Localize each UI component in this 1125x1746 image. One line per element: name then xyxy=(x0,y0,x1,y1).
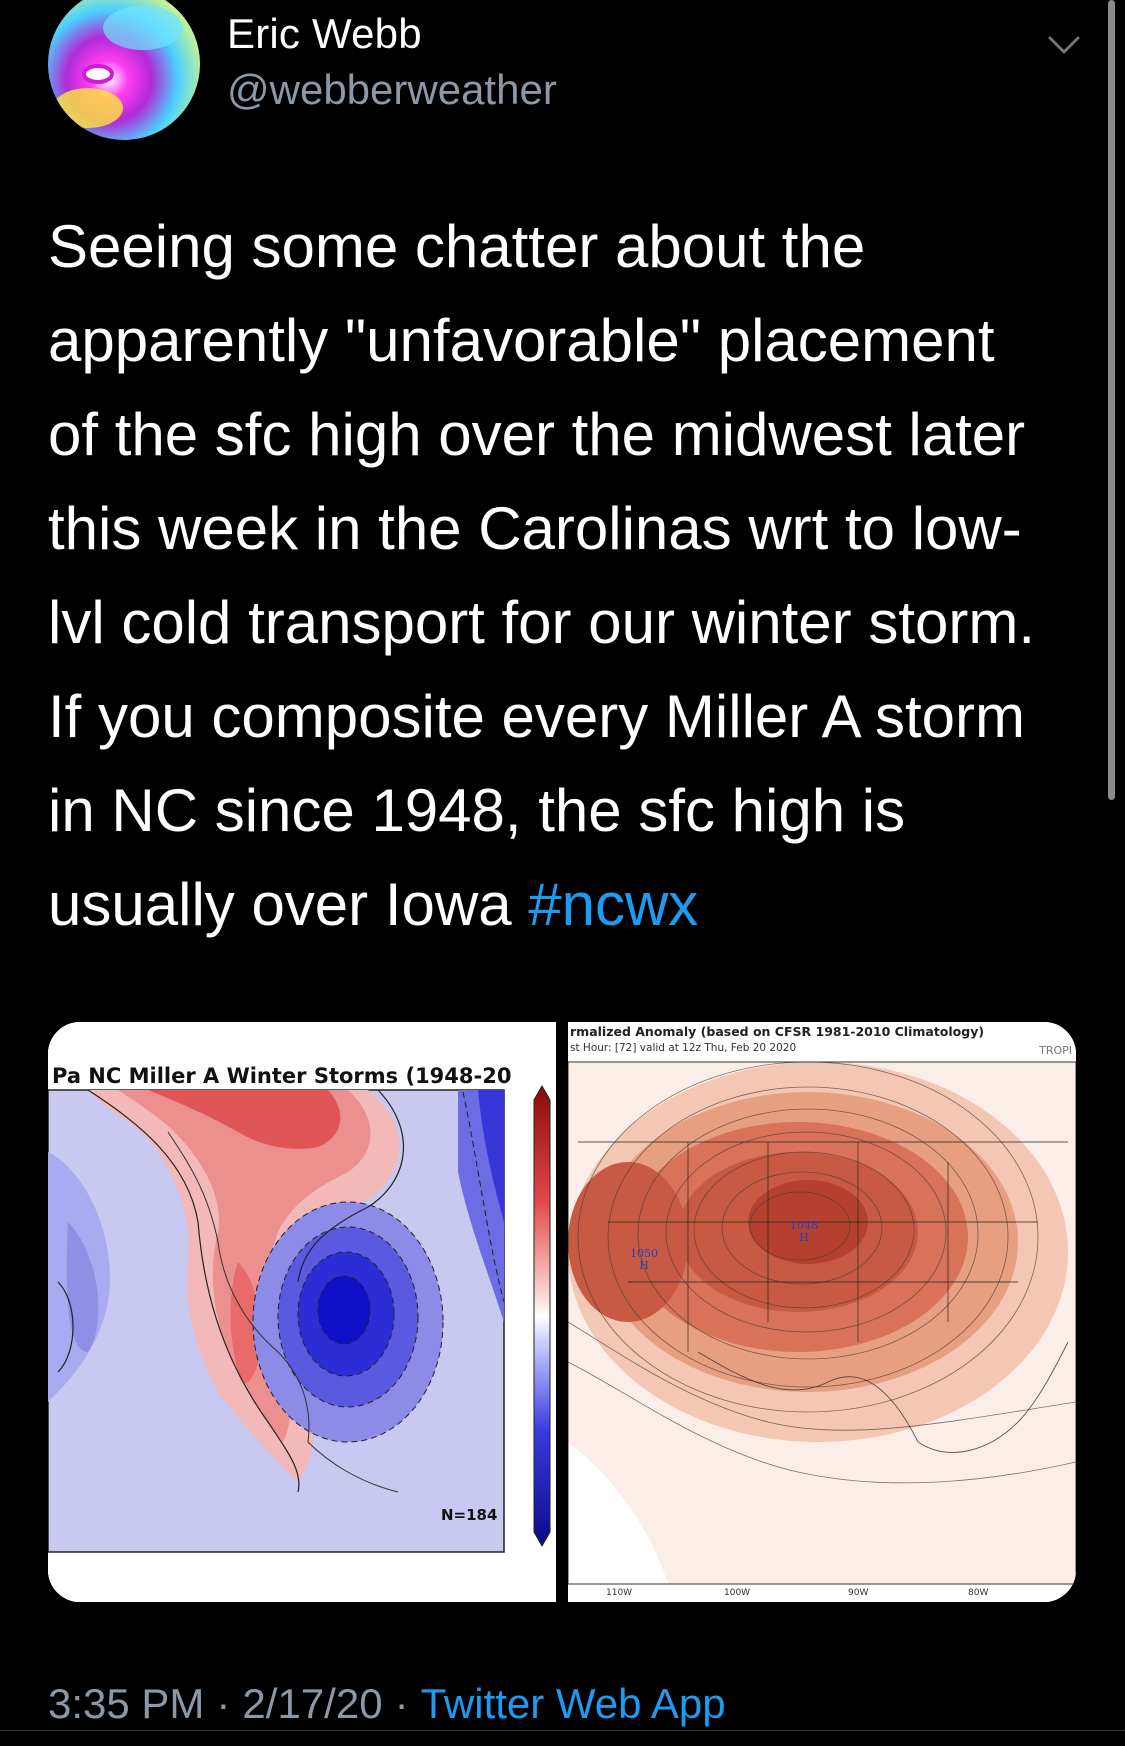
composite-map-graphic xyxy=(48,1022,556,1602)
avatar[interactable] xyxy=(48,0,200,140)
separator-dot: · xyxy=(216,1680,231,1727)
high-pressure-label: 1050 H xyxy=(630,1248,658,1272)
high-pressure-value: 1050 xyxy=(630,1247,658,1260)
user-handle[interactable]: @webberweather xyxy=(227,66,557,113)
tweet-line: of the sfc high over the midwest later xyxy=(48,401,1026,468)
forecast-map-brand: TROPI xyxy=(1039,1044,1072,1057)
media-image-composite-map[interactable]: Pa NC Miller A Winter Storms (1948-20 N=… xyxy=(48,1022,556,1602)
tweet-date[interactable]: 2/17/20 xyxy=(242,1680,383,1727)
more-options-chevron-down-icon[interactable] xyxy=(1042,22,1086,66)
longitude-label: 110W xyxy=(606,1588,633,1598)
tweet-line: this week in the Carolinas wrt to low- xyxy=(48,495,1022,562)
divider xyxy=(0,1730,1125,1731)
tweet-line: apparently "unfavorable" placement xyxy=(48,307,995,374)
forecast-map-subtitle: st Hour: [72] valid at 12z Thu, Feb 20 2… xyxy=(570,1042,797,1054)
hashtag-link[interactable]: #ncwx xyxy=(528,871,699,938)
sample-size-label: N=184 xyxy=(441,1506,498,1524)
high-pressure-value: 1048 xyxy=(790,1219,818,1232)
display-name[interactable]: Eric Webb xyxy=(227,10,422,57)
high-pressure-symbol: H xyxy=(799,1231,809,1244)
tweet-meta: 3:35 PM · 2/17/20 · Twitter Web App xyxy=(48,1680,726,1728)
tweet-line: in NC since 1948, the sfc high is xyxy=(48,777,906,844)
longitude-label: 80W xyxy=(968,1588,989,1598)
tweet-media[interactable]: Pa NC Miller A Winter Storms (1948-20 N=… xyxy=(48,1022,1076,1602)
longitude-label: 100W xyxy=(724,1588,751,1598)
separator-dot: · xyxy=(394,1680,409,1727)
media-image-forecast-map[interactable]: rmalized Anomaly (based on CFSR 1981-201… xyxy=(568,1022,1076,1602)
composite-map-title: Pa NC Miller A Winter Storms (1948-20 xyxy=(52,1064,512,1088)
tweet-time[interactable]: 3:35 PM xyxy=(48,1680,205,1727)
forecast-map-title: rmalized Anomaly (based on CFSR 1981-201… xyxy=(570,1024,985,1039)
tweet-line: lvl cold transport for our winter storm. xyxy=(48,589,1035,656)
tweet-text: Seeing some chatter about the apparently… xyxy=(48,200,1088,952)
avatar-image xyxy=(48,0,200,140)
tweet-line: Seeing some chatter about the xyxy=(48,213,866,280)
high-pressure-label: 1048 H xyxy=(790,1220,818,1244)
longitude-label: 90W xyxy=(848,1588,869,1598)
media-divider xyxy=(556,1022,568,1602)
forecast-map-graphic xyxy=(568,1022,1076,1602)
tweet-line: If you composite every Miller A storm xyxy=(48,683,1025,750)
scrollbar[interactable] xyxy=(1108,0,1115,800)
tweet-line-last: usually over Iowa #ncwx xyxy=(48,858,1088,952)
tweet-source-link[interactable]: Twitter Web App xyxy=(420,1680,726,1727)
high-pressure-symbol: H xyxy=(639,1259,649,1272)
tweet-line-text: usually over Iowa xyxy=(48,871,529,938)
